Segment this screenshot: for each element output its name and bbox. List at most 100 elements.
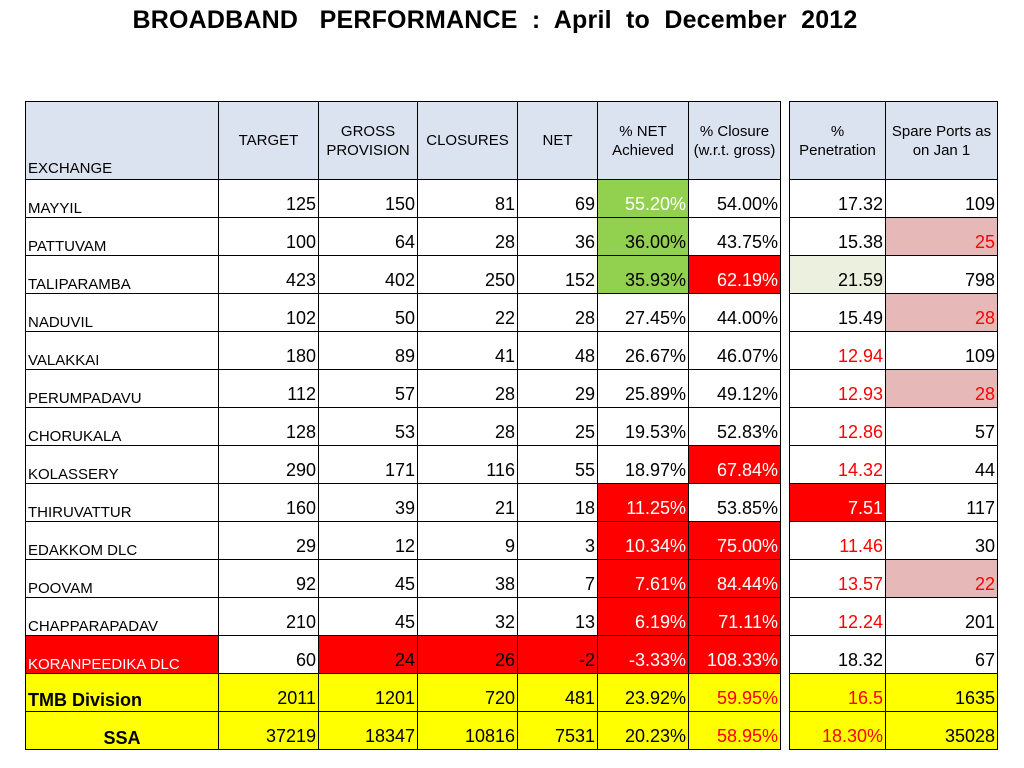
cell-target: 290 <box>218 445 319 484</box>
cell-closures: 41 <box>417 331 518 370</box>
cell-net-achieved: 7.61% <box>597 559 689 598</box>
column-gap <box>780 483 790 522</box>
cell-penetration: 12.94 <box>789 331 886 370</box>
cell-net: 481 <box>517 673 598 712</box>
cell-gross-provision: 24 <box>318 635 418 674</box>
cell-penetration: 18.30% <box>789 711 886 750</box>
table-row: TALIPARAMBA 423 402 250 152 35.93% 62.19% 21.59… <box>25 255 998 294</box>
cell-net-achieved: 26.67% <box>597 331 689 370</box>
summary-row: TMB Division 2011 1201 720 481 23.92% 59.95% 16… <box>25 673 998 712</box>
column-gap <box>780 331 790 370</box>
cell-gross-provision: 89 <box>318 331 418 370</box>
cell-closures: 28 <box>417 369 518 408</box>
cell-target: 92 <box>218 559 319 598</box>
column-gap <box>780 217 790 256</box>
table-row: PATTUVAM 100 64 28 36 36.00% 43.75% 15.38 25 <box>25 217 998 256</box>
cell-net: 29 <box>517 369 598 408</box>
cell-net: 48 <box>517 331 598 370</box>
table-row: CHORUKALA 128 53 28 25 19.53% 52.83% 12.86 57 <box>25 407 998 446</box>
cell-closure-pct: 71.11% <box>688 597 781 636</box>
cell-gross-provision: 57 <box>318 369 418 408</box>
cell-net: 69 <box>517 179 598 218</box>
cell-penetration: 12.86 <box>789 407 886 446</box>
cell-exchange: NADUVIL <box>25 293 219 332</box>
column-gap <box>780 293 790 332</box>
cell-gross-provision: 402 <box>318 255 418 294</box>
column-header-penetration: % Penetration <box>789 101 886 180</box>
cell-target: 423 <box>218 255 319 294</box>
cell-closures: 10816 <box>417 711 518 750</box>
cell-spare-ports: 67 <box>885 635 998 674</box>
summary-row: SSA 37219 18347 10816 7531 20.23% 58.95% 18.30%… <box>25 711 998 750</box>
cell-spare-ports: 1635 <box>885 673 998 712</box>
cell-closures: 28 <box>417 217 518 256</box>
cell-target: 180 <box>218 331 319 370</box>
cell-target: 37219 <box>218 711 319 750</box>
cell-gross-provision: 50 <box>318 293 418 332</box>
column-gap <box>780 559 790 598</box>
cell-net-achieved: 19.53% <box>597 407 689 446</box>
cell-net-achieved: 55.20% <box>597 179 689 218</box>
cell-exchange: THIRUVATTUR <box>25 483 219 522</box>
cell-exchange: VALAKKAI <box>25 331 219 370</box>
table-row: POOVAM 92 45 38 7 7.61% 84.44% 13.57 22 <box>25 559 998 598</box>
cell-net-achieved: 36.00% <box>597 217 689 256</box>
cell-closure-pct: 54.00% <box>688 179 781 218</box>
column-gap <box>780 673 790 712</box>
cell-target: 112 <box>218 369 319 408</box>
cell-target: 125 <box>218 179 319 218</box>
column-gap <box>780 711 790 750</box>
cell-net: 152 <box>517 255 598 294</box>
cell-closure-pct: 58.95% <box>688 711 781 750</box>
cell-exchange: KORANPEEDIKA DLC <box>25 635 219 674</box>
cell-target: 100 <box>218 217 319 256</box>
cell-spare-ports: 28 <box>885 293 998 332</box>
cell-exchange: POOVAM <box>25 559 219 598</box>
cell-closures: 9 <box>417 521 518 560</box>
cell-target: 2011 <box>218 673 319 712</box>
cell-penetration: 15.38 <box>789 217 886 256</box>
cell-closures: 116 <box>417 445 518 484</box>
cell-net: 55 <box>517 445 598 484</box>
cell-exchange: TALIPARAMBA <box>25 255 219 294</box>
cell-exchange: CHAPPARAPADAV <box>25 597 219 636</box>
cell-gross-provision: 18347 <box>318 711 418 750</box>
cell-target: 128 <box>218 407 319 446</box>
cell-spare-ports: 109 <box>885 331 998 370</box>
cell-spare-ports: 44 <box>885 445 998 484</box>
cell-penetration: 14.32 <box>789 445 886 484</box>
cell-closure-pct: 53.85% <box>688 483 781 522</box>
column-gap <box>780 635 790 674</box>
table-body: MAYYIL 125 150 81 69 55.20% 54.00% 17.32 109 PATT… <box>25 179 998 750</box>
cell-gross-provision: 64 <box>318 217 418 256</box>
cell-net-achieved: 27.45% <box>597 293 689 332</box>
cell-net: -2 <box>517 635 598 674</box>
cell-spare-ports: 117 <box>885 483 998 522</box>
column-header-spare-ports: Spare Ports as on Jan 1 <box>885 101 998 180</box>
header-row: EXCHANGE TARGET GROSS PROVISION CLOSURES… <box>25 101 998 180</box>
cell-gross-provision: 45 <box>318 559 418 598</box>
column-gap <box>780 445 790 484</box>
cell-exchange: MAYYIL <box>25 179 219 218</box>
cell-net: 13 <box>517 597 598 636</box>
cell-exchange: CHORUKALA <box>25 407 219 446</box>
cell-gross-provision: 39 <box>318 483 418 522</box>
cell-closure-pct: 84.44% <box>688 559 781 598</box>
column-header-closures: CLOSURES <box>417 101 518 180</box>
cell-closure-pct: 52.83% <box>688 407 781 446</box>
table-row: MAYYIL 125 150 81 69 55.20% 54.00% 17.32 109 <box>25 179 998 218</box>
cell-net-achieved: 23.92% <box>597 673 689 712</box>
table-row: THIRUVATTUR 160 39 21 18 11.25% 53.85% 7.51 117 <box>25 483 998 522</box>
cell-closures: 28 <box>417 407 518 446</box>
cell-gross-provision: 45 <box>318 597 418 636</box>
cell-net-achieved: 18.97% <box>597 445 689 484</box>
cell-net-achieved: 11.25% <box>597 483 689 522</box>
cell-exchange: PERUMPADAVU <box>25 369 219 408</box>
cell-closures: 720 <box>417 673 518 712</box>
cell-net: 7 <box>517 559 598 598</box>
cell-penetration: 7.51 <box>789 483 886 522</box>
table-row: KOLASSERY 290 171 116 55 18.97% 67.84% 14.32 44 <box>25 445 998 484</box>
cell-net: 18 <box>517 483 598 522</box>
cell-net: 28 <box>517 293 598 332</box>
